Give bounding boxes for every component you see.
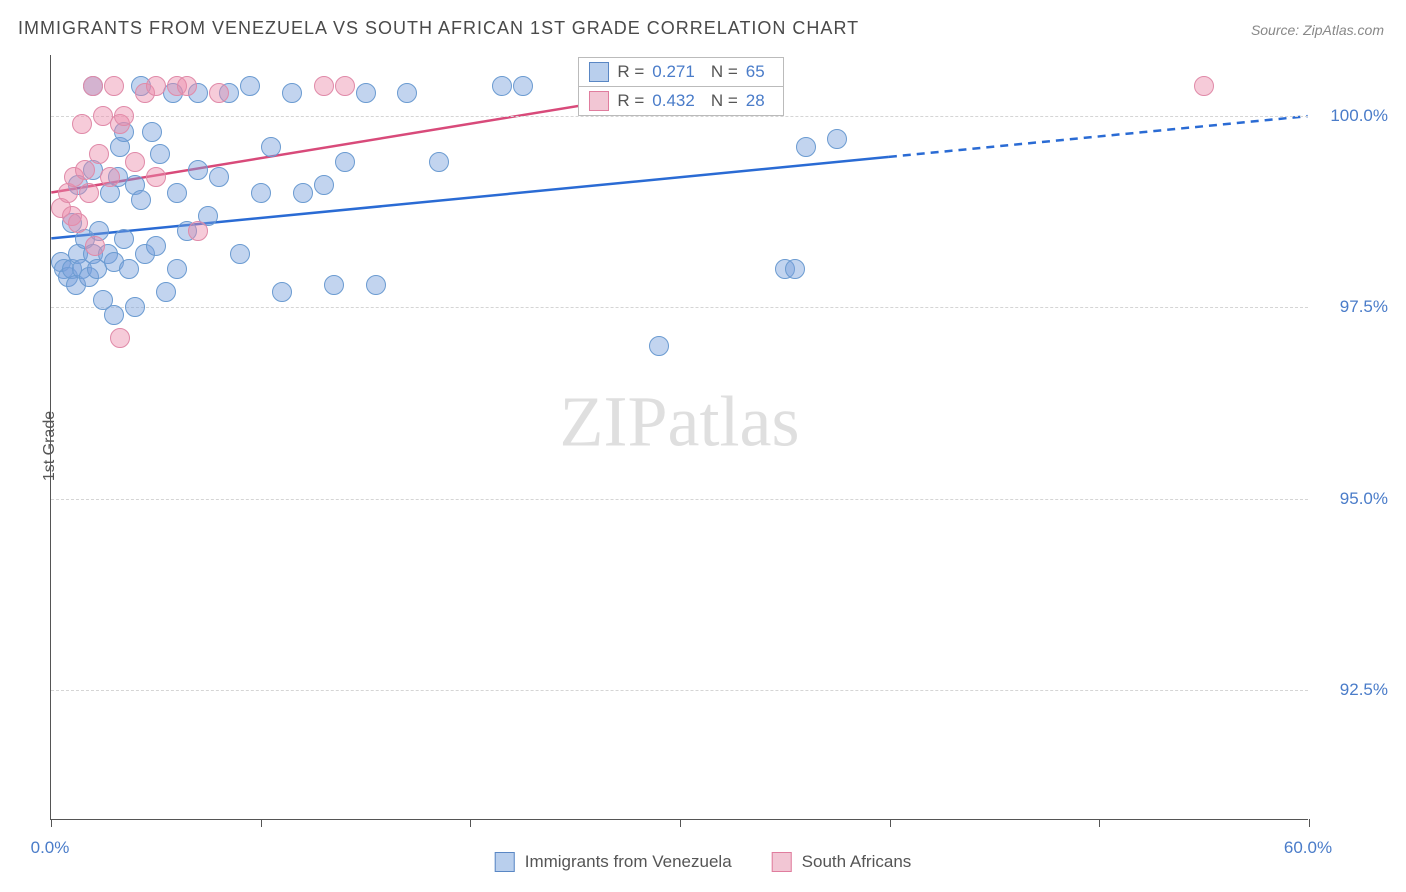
stat-n-label: N = (711, 91, 738, 111)
data-point (104, 305, 124, 325)
legend-swatch (495, 852, 515, 872)
x-tick (890, 819, 891, 827)
data-point (293, 183, 313, 203)
stats-swatch (589, 62, 609, 82)
x-tick (1309, 819, 1310, 827)
data-point (209, 83, 229, 103)
bottom-legend: Immigrants from Venezuela South Africans (495, 852, 912, 872)
stat-r-label: R = (617, 91, 644, 111)
data-point (366, 275, 386, 295)
data-point (335, 152, 355, 172)
data-point (324, 275, 344, 295)
data-point (125, 297, 145, 317)
x-tick (1099, 819, 1100, 827)
stat-r-value: 0.432 (652, 91, 695, 111)
legend-swatch (772, 852, 792, 872)
data-point (125, 152, 145, 172)
plot-area: ZIPatlas (50, 55, 1308, 820)
chart-container: IMMIGRANTS FROM VENEZUELA VS SOUTH AFRIC… (0, 0, 1406, 892)
data-point (68, 213, 88, 233)
data-point (397, 83, 417, 103)
data-point (649, 336, 669, 356)
data-point (513, 76, 533, 96)
data-point (75, 160, 95, 180)
data-point (356, 83, 376, 103)
y-tick-label: 92.5% (1340, 680, 1388, 700)
data-point (251, 183, 271, 203)
data-point (188, 160, 208, 180)
data-point (240, 76, 260, 96)
source-label: Source: ZipAtlas.com (1251, 22, 1384, 38)
data-point (230, 244, 250, 264)
data-point (114, 106, 134, 126)
data-point (131, 190, 151, 210)
data-point (79, 183, 99, 203)
data-point (146, 76, 166, 96)
x-tick (51, 819, 52, 827)
data-point (314, 76, 334, 96)
data-point (827, 129, 847, 149)
x-tick (680, 819, 681, 827)
x-tick-label: 0.0% (31, 838, 70, 858)
data-point (167, 259, 187, 279)
data-point (209, 167, 229, 187)
data-point (796, 137, 816, 157)
stats-box: R = 0.271 N = 65 R = 0.432 N = 28 (578, 58, 783, 116)
data-point (177, 76, 197, 96)
watermark: ZIPatlas (560, 380, 800, 463)
stat-n-value: 65 (746, 62, 765, 82)
stat-r-value: 0.271 (652, 62, 695, 82)
gridline (51, 499, 1308, 500)
data-point (146, 167, 166, 187)
gridline (51, 116, 1308, 117)
data-point (142, 122, 162, 142)
y-tick-label: 97.5% (1340, 297, 1388, 317)
gridline (51, 307, 1308, 308)
stat-r-label: R = (617, 62, 644, 82)
y-tick-label: 95.0% (1340, 489, 1388, 509)
data-point (314, 175, 334, 195)
data-point (114, 229, 134, 249)
data-point (156, 282, 176, 302)
stats-swatch (589, 91, 609, 111)
data-point (85, 236, 105, 256)
data-point (492, 76, 512, 96)
x-tick-label: 60.0% (1284, 838, 1332, 858)
data-point (272, 282, 292, 302)
legend-label: South Africans (802, 852, 912, 872)
stat-n-label: N = (711, 62, 738, 82)
legend-item-south-africans: South Africans (772, 852, 912, 872)
watermark-light: atlas (668, 381, 800, 461)
stat-n-value: 28 (746, 91, 765, 111)
data-point (335, 76, 355, 96)
data-point (282, 83, 302, 103)
data-point (150, 144, 170, 164)
data-point (188, 221, 208, 241)
watermark-bold: ZIP (560, 381, 668, 461)
y-tick-label: 100.0% (1330, 106, 1388, 126)
data-point (1194, 76, 1214, 96)
legend-label: Immigrants from Venezuela (525, 852, 732, 872)
data-point (100, 167, 120, 187)
data-point (429, 152, 449, 172)
legend-item-venezuela: Immigrants from Venezuela (495, 852, 732, 872)
data-point (72, 114, 92, 134)
stats-row: R = 0.271 N = 65 (578, 57, 783, 87)
data-point (785, 259, 805, 279)
data-point (110, 328, 130, 348)
chart-title: IMMIGRANTS FROM VENEZUELA VS SOUTH AFRIC… (18, 18, 859, 39)
data-point (146, 236, 166, 256)
gridline (51, 690, 1308, 691)
data-point (261, 137, 281, 157)
stats-row: R = 0.432 N = 28 (578, 86, 783, 116)
x-tick (470, 819, 471, 827)
data-point (104, 76, 124, 96)
x-tick (261, 819, 262, 827)
data-point (119, 259, 139, 279)
data-point (167, 183, 187, 203)
data-point (89, 144, 109, 164)
data-point (83, 76, 103, 96)
